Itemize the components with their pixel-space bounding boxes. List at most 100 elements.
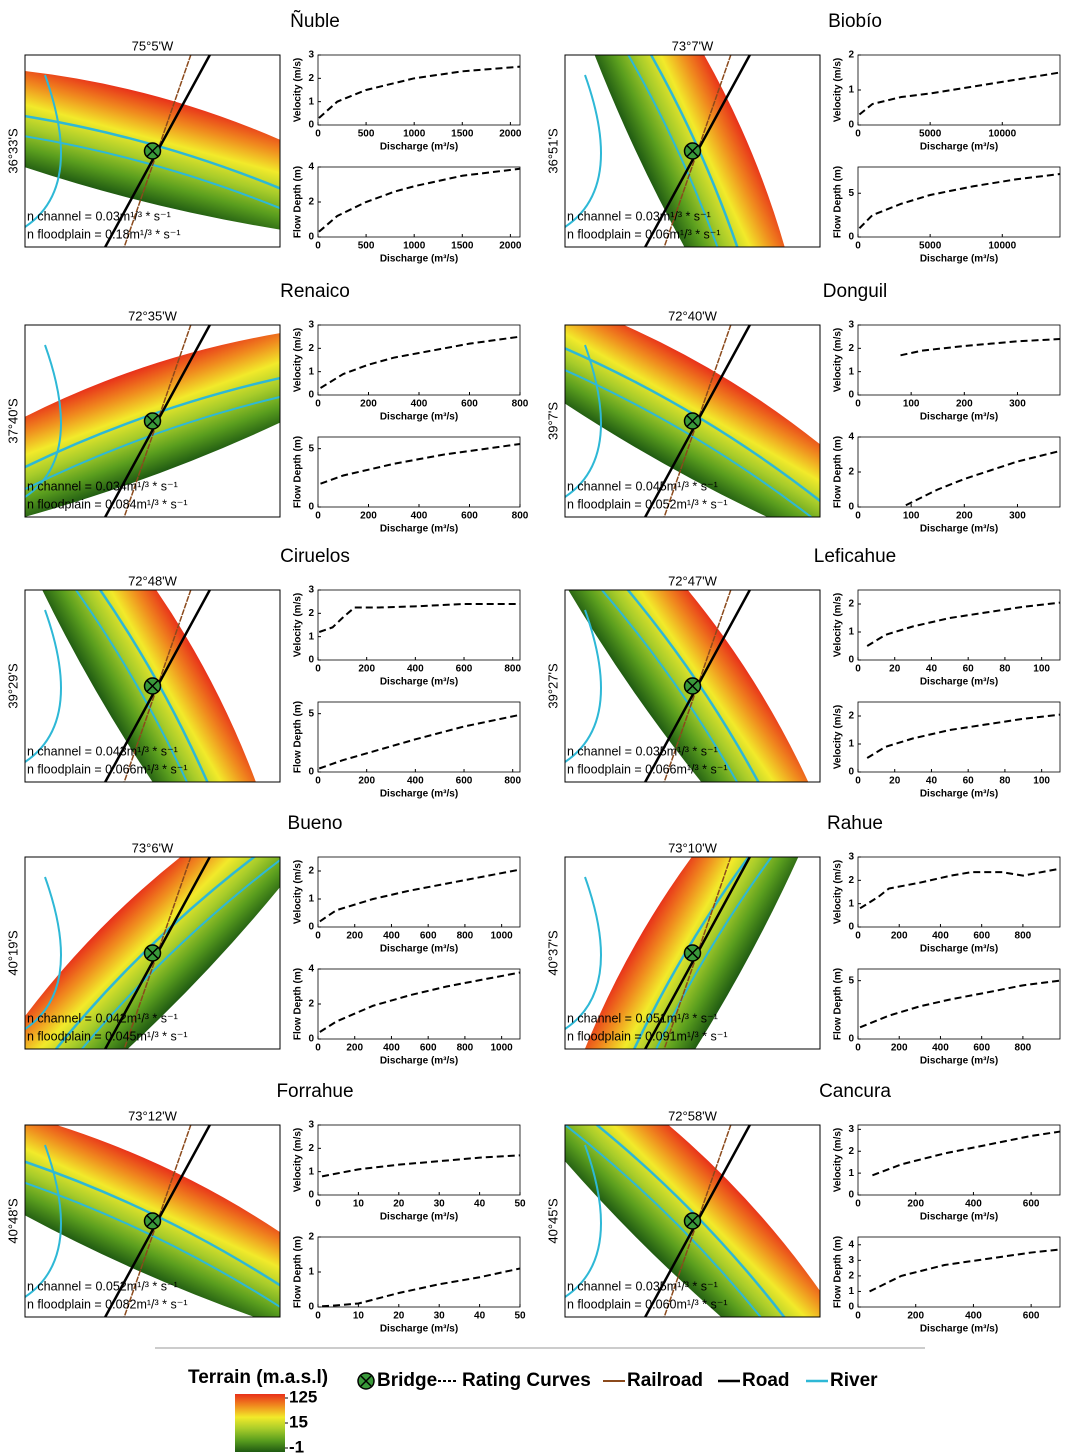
x-tick-label: 300 xyxy=(1009,511,1026,522)
x-tick-label: 30 xyxy=(434,1199,446,1210)
y-axis-label: Velocity (m/s) xyxy=(293,1128,304,1192)
x-axis-label: Discharge (m³/s) xyxy=(920,412,998,423)
y-tick-label: 2 xyxy=(308,866,314,877)
x-tick-label: 600 xyxy=(973,931,990,942)
x-tick-label: 5000 xyxy=(919,241,942,252)
y-axis-label: Velocity (m/s) xyxy=(833,593,844,657)
x-tick-label: 400 xyxy=(965,1199,982,1210)
longitude-label: 73°7'W xyxy=(672,38,714,53)
longitude-label: 73°6'W xyxy=(132,840,174,855)
y-tick-label: 2 xyxy=(308,343,314,354)
bridge-cross xyxy=(686,946,699,960)
x-axis-label: Discharge (m³/s) xyxy=(380,1324,458,1335)
y-tick-label: 0 xyxy=(308,767,314,778)
x-tick-label: 0 xyxy=(315,241,321,252)
x-tick-label: 800 xyxy=(457,931,474,942)
x-tick-label: 10000 xyxy=(988,241,1016,252)
x-axis-label: Discharge (m³/s) xyxy=(920,1324,998,1335)
x-tick-label: 0 xyxy=(855,511,861,522)
x-axis-label: Discharge (m³/s) xyxy=(380,677,458,688)
rating-curve xyxy=(872,1130,1061,1177)
x-tick-label: 0 xyxy=(855,399,861,410)
y-tick-label: 3 xyxy=(848,852,854,863)
x-tick-label: 100 xyxy=(903,399,920,410)
y-tick-label: 1 xyxy=(848,1286,854,1297)
map xyxy=(25,1125,280,1317)
river xyxy=(25,384,280,507)
rating-curve xyxy=(869,1248,1061,1293)
y-tick-label: 0 xyxy=(308,120,314,131)
plot-frame xyxy=(317,856,521,928)
x-axis-label: Discharge (m³/s) xyxy=(920,789,998,800)
n-floodplain: n floodplain = 0.06m¹/³ * s⁻¹ xyxy=(567,227,721,241)
map-frame xyxy=(564,856,821,1050)
n-floodplain: n floodplain = 0.052m¹/³ * s⁻¹ xyxy=(567,497,728,511)
river xyxy=(623,857,808,1049)
x-tick-label: 600 xyxy=(1023,1199,1040,1210)
latitude-label: 40°45'S xyxy=(545,1198,560,1244)
map xyxy=(565,325,820,517)
y-tick-label: 3 xyxy=(308,50,314,61)
x-tick-label: 400 xyxy=(411,399,428,410)
x-tick-label: 0 xyxy=(315,931,321,942)
x-tick-label: 60 xyxy=(963,664,975,675)
x-tick-label: 600 xyxy=(420,931,437,942)
bridge-cross xyxy=(686,679,699,693)
plot-frame xyxy=(857,166,1061,238)
y-axis-label: Velocity (m/s) xyxy=(833,328,844,392)
y-tick-label: 3 xyxy=(308,585,314,596)
y-tick-label: 0 xyxy=(308,502,314,513)
map xyxy=(25,857,280,1049)
rating-curve xyxy=(321,1154,521,1178)
n-channel: n channel = 0.051m¹/³ * s⁻¹ xyxy=(567,1011,718,1025)
map xyxy=(565,55,820,247)
panel-title: Rahue xyxy=(827,813,883,834)
x-tick-label: 0 xyxy=(315,511,321,522)
n-channel: n channel = 0.03m¹/³ * s⁻¹ xyxy=(567,209,711,223)
n-channel: n channel = 0.035m¹/³ * s⁻¹ xyxy=(567,1279,718,1293)
latitude-label: 40°19'S xyxy=(5,930,20,976)
y-axis-label: Flow Depth (m) xyxy=(833,968,844,1040)
map xyxy=(25,590,280,782)
plot-frame xyxy=(317,1124,521,1196)
x-tick-label: 0 xyxy=(855,129,861,140)
bridge-cross xyxy=(146,946,159,960)
river xyxy=(565,74,602,228)
x-tick-label: 10 xyxy=(353,1199,365,1210)
y-tick-label: 4 xyxy=(848,432,854,443)
river xyxy=(25,74,62,228)
bridge-cross xyxy=(686,144,699,158)
map-frame xyxy=(564,1124,821,1318)
y-tick-label: 4 xyxy=(308,162,314,173)
map-frame xyxy=(564,54,821,248)
x-tick-label: 600 xyxy=(1023,1311,1040,1322)
latitude-label: 37°40'S xyxy=(5,398,20,444)
y-tick-label: 4 xyxy=(308,964,314,975)
panel-title: Leficahue xyxy=(814,546,896,567)
x-tick-label: 0 xyxy=(855,241,861,252)
y-tick-label: 0 xyxy=(848,767,854,778)
plot-frame xyxy=(857,324,1061,396)
plot-frame xyxy=(317,324,521,396)
y-tick-label: 1 xyxy=(848,739,854,750)
n-channel: n channel = 0.045m¹/³ * s⁻¹ xyxy=(567,479,718,493)
bridge-cross xyxy=(686,414,699,428)
x-tick-label: 1000 xyxy=(491,931,514,942)
latitude-label: 39°7'S xyxy=(545,402,560,440)
x-tick-label: 400 xyxy=(965,1311,982,1322)
x-tick-label: 1000 xyxy=(491,1043,514,1054)
latitude-label: 39°29'S xyxy=(5,663,20,709)
legend-item: River xyxy=(830,1370,878,1391)
x-tick-label: 40 xyxy=(474,1199,486,1210)
x-axis-label: Discharge (m³/s) xyxy=(920,677,998,688)
legend-item: Rating Curves xyxy=(462,1370,591,1391)
x-tick-label: 400 xyxy=(407,776,424,787)
x-tick-label: 200 xyxy=(358,664,375,675)
x-tick-label: 100 xyxy=(1033,664,1050,675)
y-tick-label: 2 xyxy=(848,467,854,478)
n-channel: n channel = 0.052m¹/³ * s⁻¹ xyxy=(27,1279,178,1293)
x-tick-label: 200 xyxy=(891,1043,908,1054)
n-channel: n channel = 0.035m¹/³ * s⁻¹ xyxy=(567,744,718,758)
x-tick-label: 500 xyxy=(358,241,375,252)
